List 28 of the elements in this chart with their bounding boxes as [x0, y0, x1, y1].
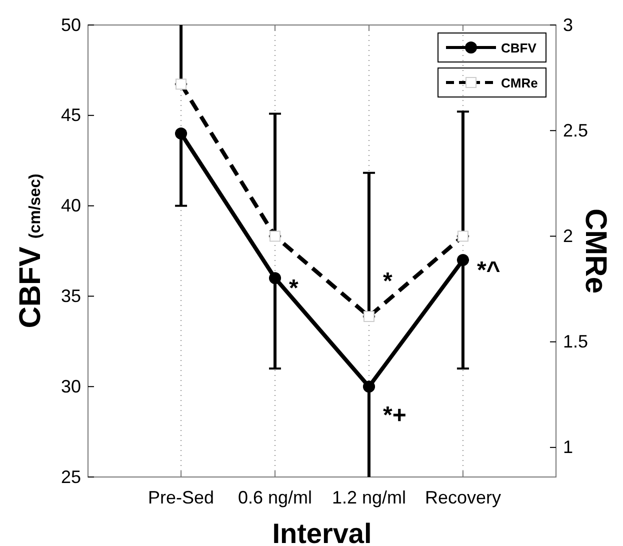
annotation: *	[289, 275, 300, 302]
y2-axis-title: CMRe	[579, 208, 612, 294]
y2-tick-label: 1	[563, 437, 574, 458]
y-tick-label: 35	[60, 286, 81, 306]
annotation: *+	[382, 402, 406, 429]
annotation: *	[382, 268, 393, 295]
x-axis-title: Interval	[272, 518, 372, 546]
y2-tick-label: 2	[563, 226, 574, 246]
y2-tick-label: 3	[563, 14, 574, 35]
y-tick-label: 45	[60, 105, 81, 126]
x-tick-label: Pre-Sed	[148, 487, 214, 508]
legend-label: CBFV	[501, 40, 537, 56]
annotation: *^	[476, 257, 500, 284]
y-tick-label: 40	[60, 196, 81, 216]
point	[175, 127, 188, 140]
x-tick-label: Recovery	[424, 487, 501, 508]
y-tick-label: 50	[60, 14, 81, 35]
point	[456, 254, 469, 266]
y-tick-label: 30	[60, 376, 81, 396]
y-axis-title: CBFV (cm/sec)	[14, 174, 47, 328]
legend-label: CMRe	[501, 76, 538, 90]
y-tick-label: 25	[60, 466, 81, 487]
x-tick-label: 0.6 ng/ml	[238, 487, 312, 508]
point	[269, 272, 282, 284]
point	[362, 380, 375, 393]
y2-tick-label: 1.5	[563, 332, 588, 352]
x-tick-label: 1.2 ng/ml	[332, 487, 406, 508]
y2-tick-label: 2.5	[563, 120, 588, 140]
